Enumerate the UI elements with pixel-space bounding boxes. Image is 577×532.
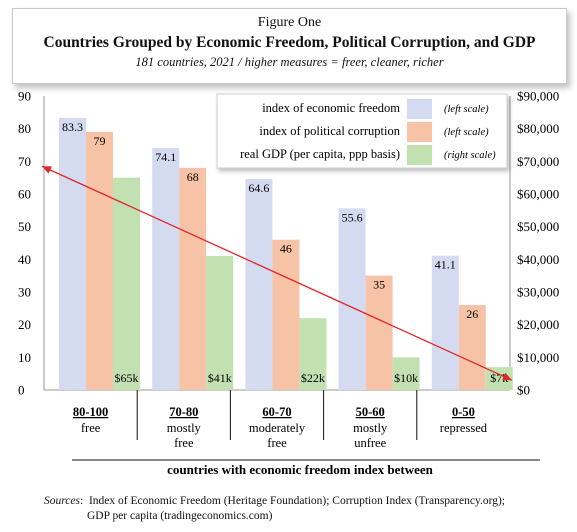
sources-note: Sources: Index of Economic Freedom (Heri… bbox=[44, 494, 505, 524]
gdp-bar bbox=[485, 367, 513, 390]
legend-scale-note: (left scale) bbox=[444, 104, 489, 115]
category-desc-label: free bbox=[81, 421, 101, 435]
freedom-data-label: 41.1 bbox=[435, 258, 456, 272]
freedom-data-label: 64.6 bbox=[248, 181, 269, 195]
figure-label: Figure One bbox=[257, 15, 322, 30]
sources-line-2: GDP per capita (tradingeconomics.com) bbox=[87, 510, 273, 522]
category-desc-label: mostly bbox=[167, 421, 202, 435]
freedom-data-label: 83.3 bbox=[62, 120, 83, 134]
left-tick-label: 80 bbox=[18, 121, 31, 136]
right-tick-label: $0 bbox=[517, 383, 530, 398]
bar-labels: 83.3 79 $65k 74.1 68 $41k 64.6 46 $22k 55.6 35 $10k… bbox=[62, 120, 508, 385]
category-desc-label-2: unfree bbox=[354, 436, 386, 450]
corruption-data-label: 46 bbox=[280, 242, 292, 256]
bars bbox=[59, 117, 513, 391]
right-tick-label: $20,000 bbox=[517, 317, 559, 332]
corruption-data-label: 26 bbox=[466, 307, 478, 321]
corruption-bar bbox=[86, 131, 113, 390]
right-tick-label: $80,000 bbox=[517, 121, 559, 136]
corruption-bar bbox=[272, 239, 300, 390]
x-axis-label: countries with economic freedom index be… bbox=[167, 462, 434, 477]
left-axis: 0 10 20 30 40 50 60 70 80 90 bbox=[18, 89, 31, 398]
freedom-bar bbox=[59, 117, 86, 391]
gdp-data-label: $7k bbox=[490, 371, 508, 385]
legend: index of economic freedom (left scale) ind… bbox=[216, 93, 508, 169]
chart-subtitle: 181 countries, 2021 / higher measures = … bbox=[135, 55, 444, 69]
trend-line bbox=[41, 165, 513, 381]
gdp-bar bbox=[113, 177, 140, 390]
left-tick-label: 10 bbox=[18, 350, 31, 365]
left-tick-label: 60 bbox=[18, 187, 31, 202]
category-range-label: 50-60 bbox=[356, 405, 385, 419]
sources-label: Sources bbox=[44, 495, 80, 507]
category-range-label: 70-80 bbox=[169, 405, 198, 419]
legend-scale-note: (right scale) bbox=[444, 150, 496, 161]
left-tick-label: 90 bbox=[18, 89, 31, 104]
corruption-data-label: 68 bbox=[187, 170, 199, 184]
right-axis: $0 $10,000 $20,000 $30,000 $40,000 $50,000 $60… bbox=[517, 89, 559, 398]
legend-label: real GDP (per capita, ppp basis) bbox=[240, 147, 400, 161]
category-range-label: 60-70 bbox=[262, 405, 291, 419]
chart-header: Figure One Countries Grouped by Economic… bbox=[12, 8, 567, 84]
left-tick-label: 20 bbox=[18, 317, 31, 332]
corruption-bar bbox=[365, 275, 393, 390]
category-range-label: 0-50 bbox=[452, 405, 475, 419]
sources-colon: : bbox=[79, 495, 84, 507]
category-desc-label-2: free bbox=[174, 436, 194, 450]
freedom-bar bbox=[245, 178, 273, 390]
trend-arrow-start bbox=[42, 166, 52, 174]
category-desc-label-2: free bbox=[267, 436, 287, 450]
corruption-bar bbox=[179, 167, 207, 390]
legend-label: index of political corruption bbox=[259, 124, 400, 138]
legend-swatch bbox=[407, 99, 432, 119]
freedom-bar bbox=[431, 255, 459, 390]
trend-arrow-end bbox=[502, 372, 512, 381]
corruption-data-label: 35 bbox=[373, 278, 385, 292]
freedom-bar bbox=[152, 147, 180, 390]
corruption-data-label: 79 bbox=[94, 134, 106, 148]
right-tick-label: $30,000 bbox=[517, 285, 559, 300]
right-tick-label: $70,000 bbox=[517, 154, 559, 169]
gdp-data-label: $65k bbox=[115, 371, 139, 385]
category-desc-label: repressed bbox=[440, 421, 488, 435]
left-tick-label: 0 bbox=[18, 383, 25, 398]
left-tick-label: 40 bbox=[18, 252, 31, 267]
legend-swatch bbox=[407, 122, 432, 142]
gdp-data-label: $22k bbox=[301, 371, 325, 385]
freedom-data-label: 55.6 bbox=[342, 210, 363, 224]
right-tick-label: $40,000 bbox=[517, 252, 559, 267]
right-tick-label: $60,000 bbox=[517, 187, 559, 202]
freedom-data-label: 74.1 bbox=[155, 150, 176, 164]
left-tick-label: 70 bbox=[18, 154, 31, 169]
gdp-data-label: $41k bbox=[208, 371, 232, 385]
gdp-data-label: $10k bbox=[394, 371, 418, 385]
gdp-bar bbox=[392, 357, 420, 390]
legend-label: index of economic freedom bbox=[262, 101, 400, 115]
left-tick-label: 50 bbox=[18, 219, 31, 234]
legend-swatch bbox=[407, 145, 432, 165]
category-desc-label: moderately bbox=[249, 421, 306, 435]
right-tick-label: $10,000 bbox=[517, 350, 559, 365]
left-tick-label: 30 bbox=[18, 285, 31, 300]
corruption-bar bbox=[458, 305, 486, 390]
right-tick-label: $50,000 bbox=[517, 219, 559, 234]
category-range-label: 80-100 bbox=[73, 405, 108, 419]
legend-scale-note: (left scale) bbox=[444, 127, 489, 138]
chart-title: Countries Grouped by Economic Freedom, P… bbox=[43, 34, 536, 51]
gdp-bar bbox=[299, 318, 327, 390]
legend-box bbox=[216, 93, 508, 169]
right-tick-label: $90,000 bbox=[517, 89, 559, 104]
trend-line-group bbox=[41, 165, 513, 381]
gdp-bar bbox=[206, 256, 234, 390]
category-desc-label: mostly bbox=[353, 421, 388, 435]
x-axis: countries with economic freedom index be… bbox=[72, 390, 540, 477]
freedom-bar bbox=[338, 208, 366, 390]
sources-line-1: Index of Economic Freedom (Heritage Foun… bbox=[88, 495, 505, 507]
